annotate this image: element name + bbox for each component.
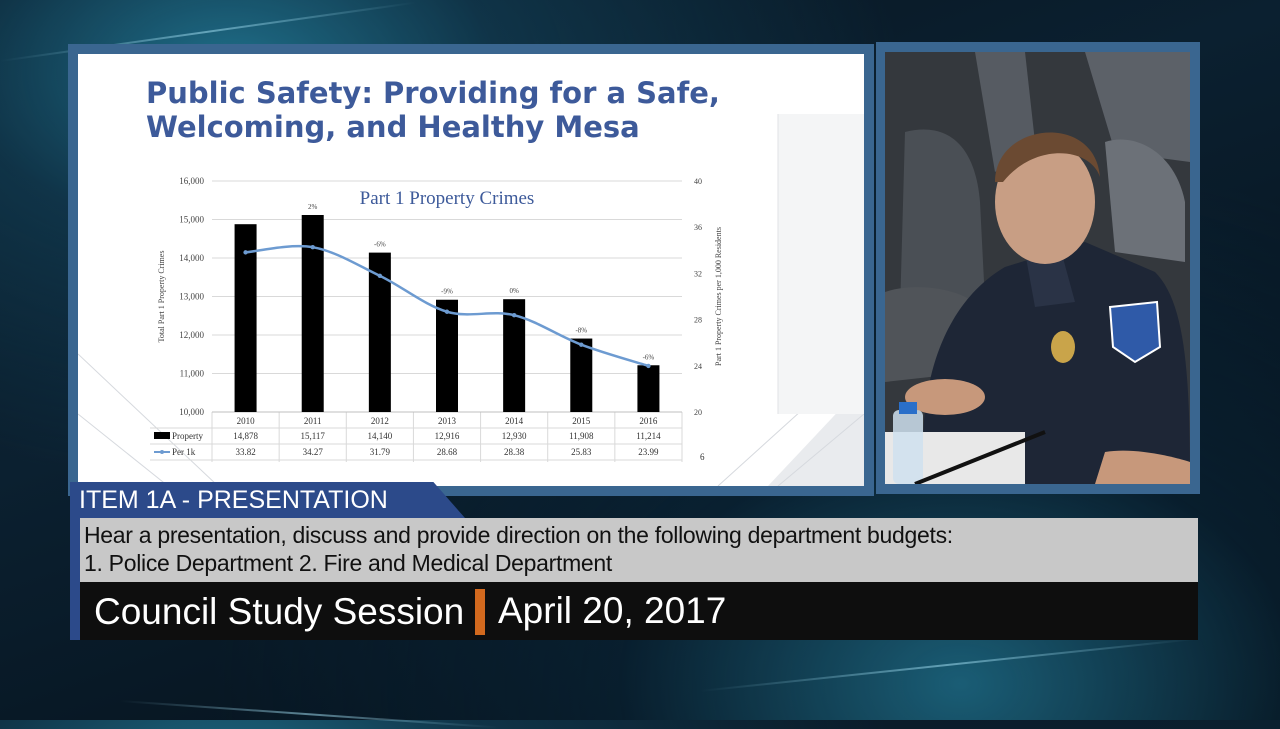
session-divider <box>475 589 485 635</box>
per1k-point-2014 <box>511 313 517 318</box>
x-tick-label: 2013 <box>438 416 457 426</box>
slide-page-number: 6 <box>700 452 705 462</box>
bar-2015 <box>570 338 593 412</box>
chart-title: Part 1 Property Crimes <box>360 188 535 209</box>
y2-tick-label: 36 <box>694 223 702 232</box>
item-description-box <box>70 518 1198 582</box>
y2-tick-label: 40 <box>694 177 702 186</box>
x-tick-label: 2012 <box>371 416 389 426</box>
bar-change-label: -8% <box>575 327 587 335</box>
per1k-point-2015 <box>579 342 584 347</box>
bar-change-label: -6% <box>643 353 655 361</box>
legend-key-property <box>154 432 170 439</box>
y-tick-label: 12,000 <box>179 330 204 340</box>
session-name: Council Study Session <box>94 591 465 632</box>
y2-tick-label: 20 <box>694 408 702 417</box>
per1k-point-2013 <box>444 309 450 314</box>
y2-tick-label: 24 <box>694 362 702 371</box>
legend-label-per1k: Per 1k <box>172 447 196 457</box>
y2-tick-label: 28 <box>694 316 702 325</box>
bar-2011 <box>301 214 324 412</box>
x-tick-label: 2014 <box>505 416 523 426</box>
data-table-property-value: 14,878 <box>233 431 258 441</box>
per1k-point-2011 <box>310 244 315 250</box>
data-table-per1k-value: 31.79 <box>370 447 391 457</box>
data-table-property-value: 11,908 <box>569 431 594 441</box>
y-tick-label: 11,000 <box>180 369 205 379</box>
session-bar <box>70 582 1198 640</box>
data-table-per1k-value: 23.99 <box>638 447 659 457</box>
y-axis-title: Total Part 1 Property Crimes <box>157 251 166 343</box>
y-tick-label: 14,000 <box>179 253 204 263</box>
x-tick-label: 2011 <box>304 416 322 426</box>
presentation-slide: Public Safety: Providing for a Safe, Wel… <box>78 54 864 486</box>
bar-2016 <box>637 365 660 412</box>
y-tick-label: 10,000 <box>179 407 204 417</box>
bar-change-label: -6% <box>374 241 386 249</box>
item-description-line-1: Hear a presentation, discuss and provide… <box>84 522 953 548</box>
background-streak <box>119 700 500 729</box>
per1k-point-2010 <box>243 250 248 255</box>
per1k-point-2012 <box>377 273 383 279</box>
item-title: ITEM 1A - PRESENTATION <box>79 486 388 514</box>
x-tick-label: 2016 <box>639 416 658 426</box>
x-tick-label: 2015 <box>572 416 591 426</box>
data-table-per1k-value: 28.38 <box>504 447 525 457</box>
item-tab <box>70 482 465 518</box>
legend-label-property: Property <box>172 431 203 441</box>
bar-change-label: 2% <box>308 203 318 211</box>
legend-key-per1k-marker <box>160 450 164 454</box>
property-crimes-chart: 10,000 11,000 12,000 13,000 14,000 15,000 16,0… <box>150 176 723 462</box>
data-table-property-value: 11,214 <box>636 431 661 441</box>
item-description-line-2: 1. Police Department 2. Fire and Medical… <box>84 550 613 576</box>
data-table-per1k-value: 33.82 <box>235 447 255 457</box>
bar-2010 <box>234 224 257 412</box>
per1k-point-2016 <box>646 363 651 369</box>
bar-change-label: -9% <box>441 288 453 296</box>
y2-tick-label: 32 <box>694 269 702 278</box>
speaker-video <box>885 52 1190 484</box>
data-table-property-value: 14,140 <box>367 431 392 441</box>
data-table-per1k-value: 34.27 <box>303 447 324 457</box>
y-tick-label: 15,000 <box>179 215 204 225</box>
bar-2014 <box>503 299 526 412</box>
bar-2013 <box>436 299 458 412</box>
y2-axis-title: Part 1 Property Crimes per 1,000 Residen… <box>714 227 723 366</box>
data-table-per1k-value: 25.83 <box>571 447 592 457</box>
slide-title: Public Safety: Providing for a Safe, Wel… <box>146 76 720 144</box>
speaker-video-image <box>885 52 1190 484</box>
y-tick-label: 13,000 <box>179 292 204 302</box>
bar-2012 <box>368 252 391 412</box>
y-tick-label: 16,000 <box>179 176 204 186</box>
session-date: April 20, 2017 <box>498 590 727 631</box>
bar-change-label: 0% <box>509 287 518 295</box>
x-tick-label: 2010 <box>237 416 256 426</box>
background-streak <box>699 637 1198 692</box>
data-table-per1k-value: 28.68 <box>437 447 458 457</box>
data-table-property-value: 15,117 <box>301 431 326 441</box>
data-table-property-value: 12,930 <box>502 431 527 441</box>
data-table-property-value: 12,916 <box>435 431 460 441</box>
